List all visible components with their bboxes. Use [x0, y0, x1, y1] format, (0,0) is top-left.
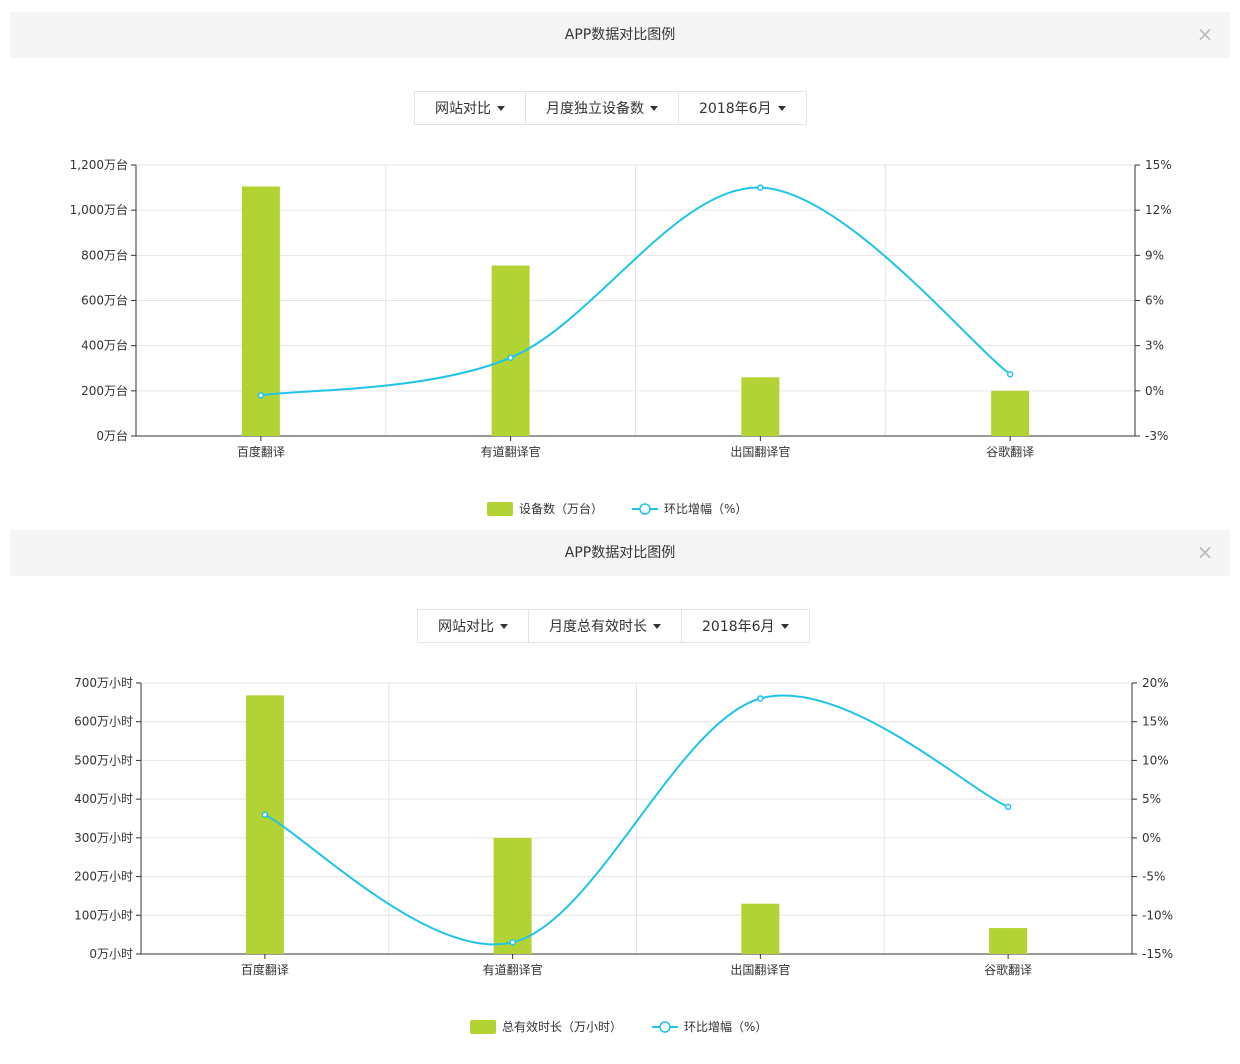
line-point	[757, 695, 764, 702]
growth-line	[260, 186, 1011, 397]
metric-dropdown[interactable]: 月度总有效时长	[529, 610, 682, 642]
legend-line-label: 环比增幅（%）	[664, 501, 747, 516]
y-tick-label-left: 700万小时	[74, 676, 133, 690]
line-point	[509, 939, 516, 946]
bar	[245, 695, 284, 954]
bar	[493, 837, 532, 954]
chart-panel-1: APP数据对比图例 × 网站对比 月度独立设备数 2018年6月	[0, 0, 1240, 518]
line-point	[257, 392, 265, 399]
legend-line-label: 环比增幅（%）	[684, 1019, 767, 1034]
device-count-chart: 0万台 200万台 400万台 600万台 800万台 1,000万台 1,200万台 -3%…	[70, 157, 1172, 516]
y-tick-label-left: 400万小时	[74, 792, 133, 806]
y-tick-label-right: 20%	[1142, 676, 1169, 690]
y-tick-label-left: 600万台	[81, 293, 128, 308]
y-tick-label-left: 1,200万台	[70, 157, 128, 172]
close-icon[interactable]: ×	[1196, 540, 1214, 564]
growth-line	[264, 694, 1009, 946]
line-point	[507, 354, 514, 361]
line-point	[261, 811, 269, 818]
legend-bar-label: 总有效时长（万小时）	[502, 1019, 622, 1034]
bar	[991, 390, 1030, 436]
y-tick-label-right: 3%	[1145, 339, 1164, 353]
y-tick-label-right: 9%	[1145, 248, 1164, 262]
caret-down-icon	[653, 623, 661, 629]
caret-down-icon	[497, 105, 505, 111]
compare-dropdown[interactable]: 网站对比	[415, 92, 526, 124]
y-tick-label-left: 100万小时	[74, 908, 133, 922]
y-tick-label-right: -3%	[1145, 429, 1168, 443]
legend-bar-label: 设备数（万台）	[519, 501, 603, 516]
line-point	[1004, 803, 1012, 811]
x-tick-label: 出国翻译官	[730, 962, 790, 977]
panel-header: APP数据对比图例 ×	[10, 12, 1230, 58]
y-tick-label-right: 15%	[1142, 715, 1169, 729]
y-tick-label-right: 10%	[1142, 753, 1169, 767]
y-tick-label-left: 500万小时	[74, 753, 133, 767]
line-point	[1006, 371, 1014, 378]
y-tick-label-right: -10%	[1142, 908, 1173, 922]
y-tick-label-right: 0%	[1142, 831, 1161, 845]
bar	[741, 903, 780, 954]
caret-down-icon	[650, 105, 658, 111]
y-tick-label-left: 200万小时	[74, 870, 133, 884]
y-tick-label-right: -15%	[1142, 947, 1173, 961]
y-tick-label-left: 300万小时	[74, 831, 133, 845]
y-tick-label-left: 1,000万台	[70, 202, 128, 217]
month-dropdown[interactable]: 2018年6月	[679, 92, 806, 124]
y-tick-label-left: 400万台	[81, 338, 128, 353]
legend-bar-swatch	[487, 502, 513, 516]
x-tick-label: 有道翻译官	[481, 444, 541, 459]
y-tick-label-right: 6%	[1145, 294, 1164, 308]
x-tick-label: 出国翻译官	[730, 444, 790, 459]
month-dropdown-label: 2018年6月	[699, 101, 772, 117]
y-tick-label-right: -5%	[1142, 870, 1165, 884]
y-tick-label-left: 0万小时	[89, 947, 133, 961]
metric-dropdown-label: 月度总有效时长	[549, 619, 647, 635]
y-tick-label-left: 0万台	[96, 428, 128, 443]
compare-dropdown-label: 网站对比	[438, 619, 494, 635]
x-tick-label: 谷歌翻译	[986, 444, 1034, 459]
legend-line-marker	[659, 1021, 671, 1033]
compare-dropdown-label: 网站对比	[435, 101, 491, 117]
y-tick-label-right: 15%	[1145, 158, 1172, 172]
panel-header: APP数据对比图例 ×	[10, 530, 1230, 576]
filter-selectors: 网站对比 月度总有效时长 2018年6月	[417, 609, 810, 643]
caret-down-icon	[777, 105, 786, 111]
caret-down-icon	[500, 623, 508, 629]
y-tick-label-right: 12%	[1145, 203, 1172, 217]
y-tick-label-left: 200万台	[81, 383, 128, 398]
x-tick-label: 百度翻译	[241, 962, 289, 977]
x-tick-label: 谷歌翻译	[984, 962, 1032, 977]
bar	[741, 377, 780, 436]
chart-panel-2: APP数据对比图例 × 网站对比 月度总有效时长 2018年6月	[0, 518, 1240, 1064]
line-point	[757, 184, 764, 191]
caret-down-icon	[780, 623, 789, 629]
month-dropdown[interactable]: 2018年6月	[682, 610, 809, 642]
x-tick-label: 百度翻译	[237, 444, 285, 459]
metric-dropdown[interactable]: 月度独立设备数	[526, 92, 679, 124]
x-tick-label: 有道翻译官	[483, 962, 543, 977]
filter-selectors: 网站对比 月度独立设备数 2018年6月	[414, 91, 807, 125]
y-tick-label-left: 600万小时	[74, 715, 133, 729]
y-tick-label-right: 5%	[1142, 792, 1161, 806]
bar	[989, 928, 1028, 954]
y-tick-label-left: 800万台	[81, 247, 128, 262]
metric-dropdown-label: 月度独立设备数	[546, 101, 644, 117]
month-dropdown-label: 2018年6月	[702, 619, 775, 635]
duration-chart: 0万小时 100万小时 200万小时 300万小时 400万小时 500万小时 600万小时…	[74, 676, 1173, 1034]
panel-title: APP数据对比图例	[564, 545, 676, 561]
legend-bar-swatch	[470, 1020, 496, 1034]
compare-dropdown[interactable]: 网站对比	[418, 610, 529, 642]
close-icon[interactable]: ×	[1196, 22, 1214, 46]
panel-title: APP数据对比图例	[564, 27, 676, 43]
y-tick-label-right: 0%	[1145, 384, 1164, 398]
legend-line-marker	[639, 503, 651, 515]
